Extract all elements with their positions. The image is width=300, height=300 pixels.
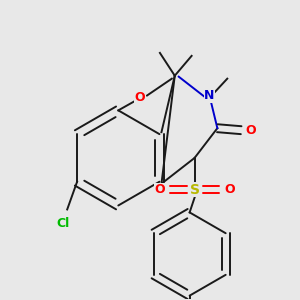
Text: O: O	[154, 183, 165, 196]
Text: O: O	[135, 91, 146, 104]
Text: O: O	[224, 183, 235, 196]
Text: Cl: Cl	[57, 217, 70, 230]
Text: S: S	[190, 183, 200, 196]
Text: N: N	[204, 89, 214, 102]
Text: O: O	[246, 124, 256, 137]
